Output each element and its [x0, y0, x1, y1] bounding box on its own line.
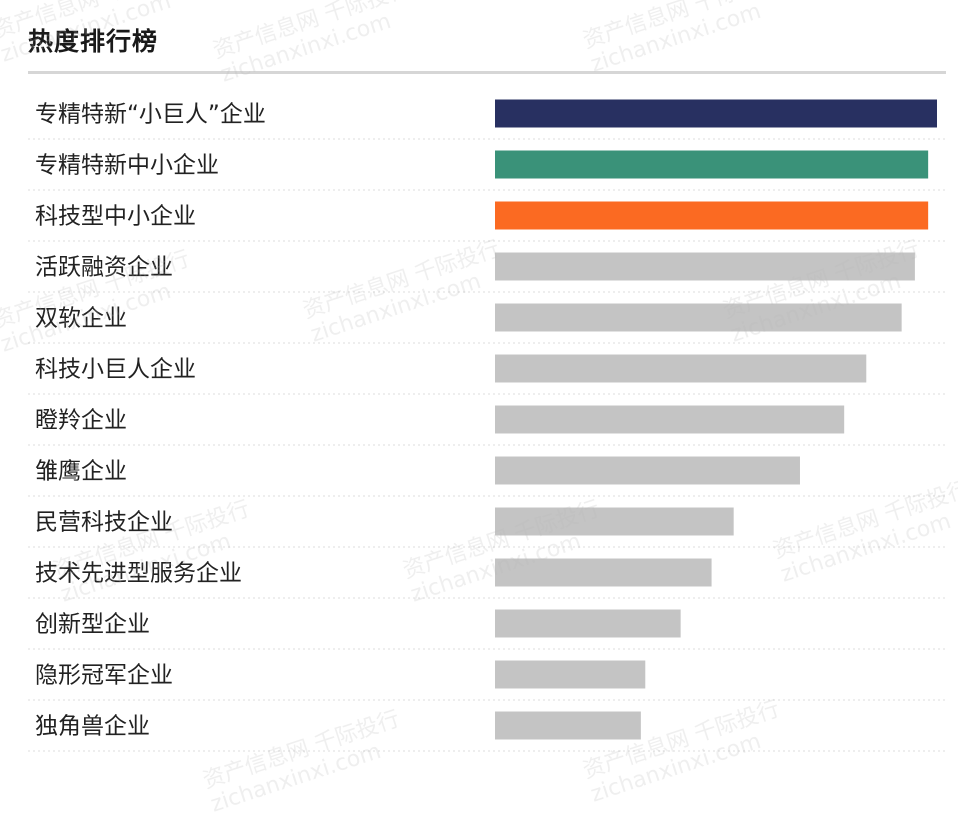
category-label: 专精特新“小巨人”企业 [35, 102, 266, 128]
category-label: 雏鹰企业 [35, 459, 127, 485]
category-label: 瞪羚企业 [35, 408, 127, 434]
bar-11 [495, 609, 681, 638]
category-label: 民营科技企业 [35, 510, 173, 536]
title-divider [28, 71, 946, 74]
category-label: 专精特新中小企业 [35, 153, 219, 179]
bar-9 [495, 507, 734, 536]
bar-3 [495, 201, 929, 230]
bar-7 [495, 405, 845, 434]
bar-1 [495, 99, 937, 128]
bar-6 [495, 354, 867, 383]
bar-12 [495, 660, 646, 689]
category-label: 科技型中小企业 [35, 204, 196, 230]
category-label: 隐形冠军企业 [35, 663, 173, 689]
category-label: 活跃融资企业 [35, 255, 173, 281]
chart-title: 热度排行榜 [28, 27, 159, 56]
ranking-bar-chart: 专精特新“小巨人”企业专精特新中小企业科技型中小企业活跃融资企业双软企业科技小巨… [28, 99, 946, 752]
category-label: 技术先进型服务企业 [35, 561, 242, 587]
bar-8 [495, 456, 800, 485]
category-label: 科技小巨人企业 [35, 357, 196, 383]
bar-5 [495, 303, 902, 332]
category-label: 双软企业 [35, 306, 127, 332]
bar-10 [495, 558, 712, 587]
bar-4 [495, 252, 915, 281]
bar-2 [495, 150, 929, 179]
bar-13 [495, 711, 641, 740]
category-label: 独角兽企业 [35, 714, 150, 740]
category-label: 创新型企业 [35, 612, 150, 638]
